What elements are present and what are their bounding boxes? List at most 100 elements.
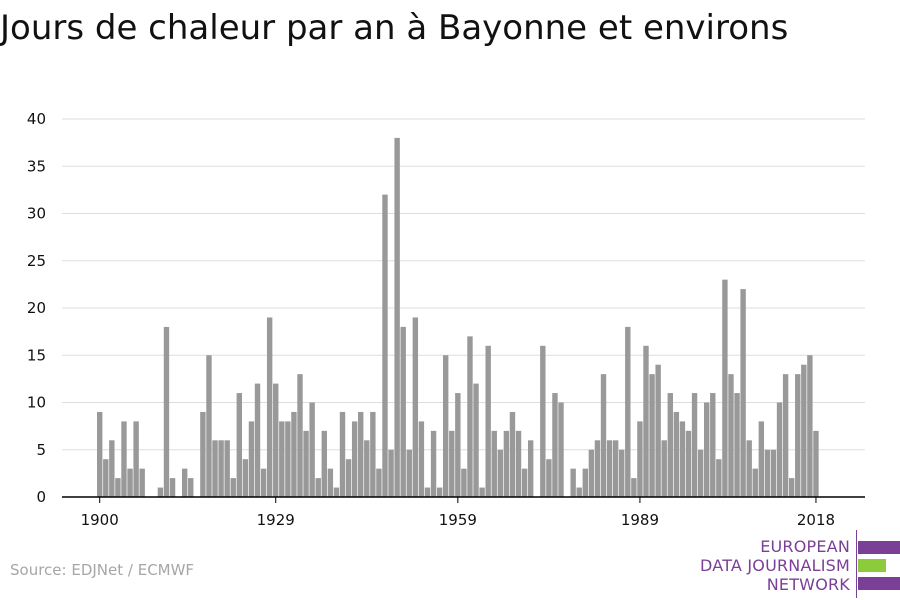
bar-1942	[351, 421, 358, 497]
bar-1944	[364, 440, 370, 497]
bar-1978	[570, 468, 576, 497]
bar-2010	[764, 449, 771, 497]
bar-1965	[491, 430, 497, 497]
bar-1994	[667, 393, 673, 497]
bar-2005	[734, 393, 740, 497]
bar-1915	[188, 478, 194, 497]
bar-2017	[807, 355, 813, 497]
bar-1987	[625, 326, 631, 497]
y-tick-label: 0	[36, 488, 46, 506]
bar-1948	[388, 449, 394, 497]
bar-2012	[776, 402, 783, 497]
y-tick-label: 35	[27, 157, 46, 175]
bar-1960	[461, 468, 467, 497]
x-tick-label: 1959	[439, 511, 477, 529]
bar-1969	[515, 430, 522, 497]
bar-1936	[315, 478, 321, 497]
bar-1968	[509, 411, 516, 497]
bar-2004	[728, 374, 734, 497]
bar-1912	[169, 478, 176, 497]
bar-2008	[752, 468, 758, 497]
bar-1914	[181, 468, 188, 497]
bar-1941	[345, 459, 352, 497]
bar-1953	[418, 421, 425, 497]
bar-1990	[643, 345, 649, 497]
bar-1997	[685, 430, 692, 497]
bar-1928	[266, 317, 273, 497]
y-tick-label: 30	[27, 205, 46, 223]
bar-1979	[576, 487, 582, 497]
y-tick-label: 5	[36, 441, 46, 459]
bar-2001	[710, 393, 716, 497]
bar-1900	[97, 411, 103, 497]
bar-1927	[260, 468, 267, 497]
bar-1934	[303, 430, 309, 497]
bar-1970	[521, 468, 528, 497]
logo-bar-purple-top	[858, 541, 900, 554]
x-tick-label: 1989	[621, 511, 659, 529]
bar-1924	[242, 459, 249, 497]
bar-1956	[436, 487, 443, 497]
y-tick-label: 25	[27, 252, 46, 270]
y-axis-tick-labels: 0 5 10 15 20 25 30 35 40	[27, 110, 46, 506]
bar-2009	[758, 421, 765, 497]
bar-1955	[430, 430, 437, 497]
bar-1995	[673, 411, 680, 497]
bar-1951	[406, 449, 412, 497]
bar-1940	[339, 411, 346, 497]
bar-1957	[442, 355, 449, 497]
bar-1967	[503, 430, 510, 497]
bar-1922	[230, 478, 236, 497]
bar-1975	[552, 393, 558, 497]
y-tick-label: 40	[27, 110, 46, 128]
bar-1930	[279, 421, 285, 497]
bar-1935	[309, 402, 315, 497]
edjnet-logo[interactable]: EUROPEAN DATA JOURNALISM NETWORK	[700, 528, 900, 600]
bar-1982	[594, 440, 601, 497]
logo-text-line-2: DATA JOURNALISM	[700, 556, 850, 575]
bar-2000	[704, 402, 710, 497]
bar-1980	[582, 468, 588, 497]
bar-1932	[291, 411, 297, 497]
bar-2014	[788, 478, 795, 497]
bar-1906	[133, 421, 139, 497]
y-tick-label: 10	[27, 394, 46, 412]
bar-1929	[273, 383, 279, 497]
bar-1907	[139, 468, 145, 497]
logo-text-line-3: NETWORK	[766, 575, 850, 594]
bar-1954	[424, 487, 431, 497]
gridlines	[62, 118, 865, 451]
bar-1937	[321, 430, 327, 497]
bar-1923	[236, 393, 243, 497]
bar-1963	[479, 487, 485, 497]
bar-1983	[600, 374, 607, 497]
logo-bar-purple-bottom	[858, 577, 900, 590]
bar-1949	[394, 137, 400, 497]
bar-1986	[619, 449, 625, 497]
bar-1961	[467, 336, 473, 497]
bar-1903	[115, 478, 121, 497]
bar-1971	[527, 440, 534, 497]
bar-1973	[540, 345, 546, 497]
bar-2018	[813, 430, 819, 497]
logo-bar-green	[858, 559, 886, 572]
logo-divider	[856, 530, 857, 598]
bar-1919	[212, 440, 218, 497]
x-tick-label: 2018	[797, 511, 835, 529]
y-tick-label: 15	[27, 346, 46, 364]
bar-1905	[127, 468, 133, 497]
bar-1920	[218, 440, 224, 497]
bar-1904	[121, 421, 127, 497]
chart-title: Jours de chaleur par an à Bayonne et env…	[0, 8, 789, 48]
bar-1910	[157, 487, 164, 497]
bar-1952	[412, 317, 419, 497]
x-axis-ticks: 1900 1929 1959 1989 2018	[62, 496, 865, 529]
bar-1984	[606, 440, 613, 497]
bar-1958	[449, 430, 455, 497]
bar-1981	[588, 449, 595, 497]
bar-1902	[109, 440, 115, 497]
logo-text-line-1: EUROPEAN	[760, 537, 850, 556]
bar-2006	[740, 289, 746, 497]
bar-1950	[400, 326, 406, 497]
